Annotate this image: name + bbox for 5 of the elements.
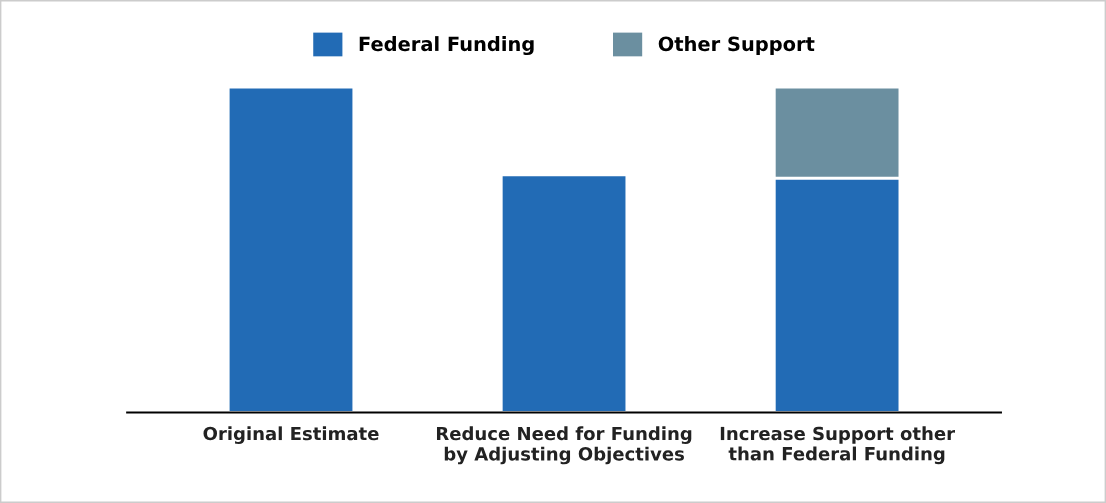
x-tick-label: Original Estimate — [203, 426, 379, 444]
x-tick-label: Increase Support other than Federal Funding — [720, 426, 955, 465]
legend-label: Federal Funding — [359, 36, 534, 56]
legend-label: Other Support — [658, 36, 815, 55]
x-tick-label: Reduce Need for Funding by Adjusting Objectives — [436, 426, 692, 465]
